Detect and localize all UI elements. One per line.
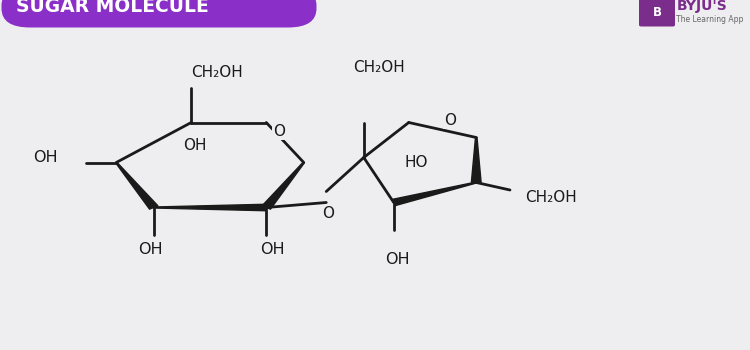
Text: HO: HO: [404, 155, 428, 170]
Polygon shape: [116, 162, 158, 209]
Text: OH: OH: [386, 252, 410, 267]
FancyBboxPatch shape: [2, 0, 316, 28]
Text: O: O: [322, 206, 334, 221]
Text: OH: OH: [260, 243, 284, 258]
Text: BYJU'S: BYJU'S: [676, 0, 728, 13]
Text: OH: OH: [33, 150, 58, 165]
FancyBboxPatch shape: [639, 0, 675, 27]
Text: B: B: [652, 6, 662, 19]
Text: CH₂OH: CH₂OH: [192, 65, 243, 80]
Polygon shape: [154, 204, 266, 211]
Text: CH₂OH: CH₂OH: [525, 190, 577, 205]
Text: O: O: [444, 112, 456, 127]
Polygon shape: [471, 138, 482, 182]
Polygon shape: [262, 162, 305, 209]
Text: SUGAR MOLECULE: SUGAR MOLECULE: [16, 0, 209, 16]
Text: OH: OH: [183, 139, 207, 154]
Polygon shape: [392, 182, 476, 205]
Text: CH₂OH: CH₂OH: [352, 60, 405, 75]
Text: The Learning App: The Learning App: [676, 14, 744, 23]
Text: O: O: [273, 124, 285, 139]
Text: OH: OH: [138, 243, 162, 258]
